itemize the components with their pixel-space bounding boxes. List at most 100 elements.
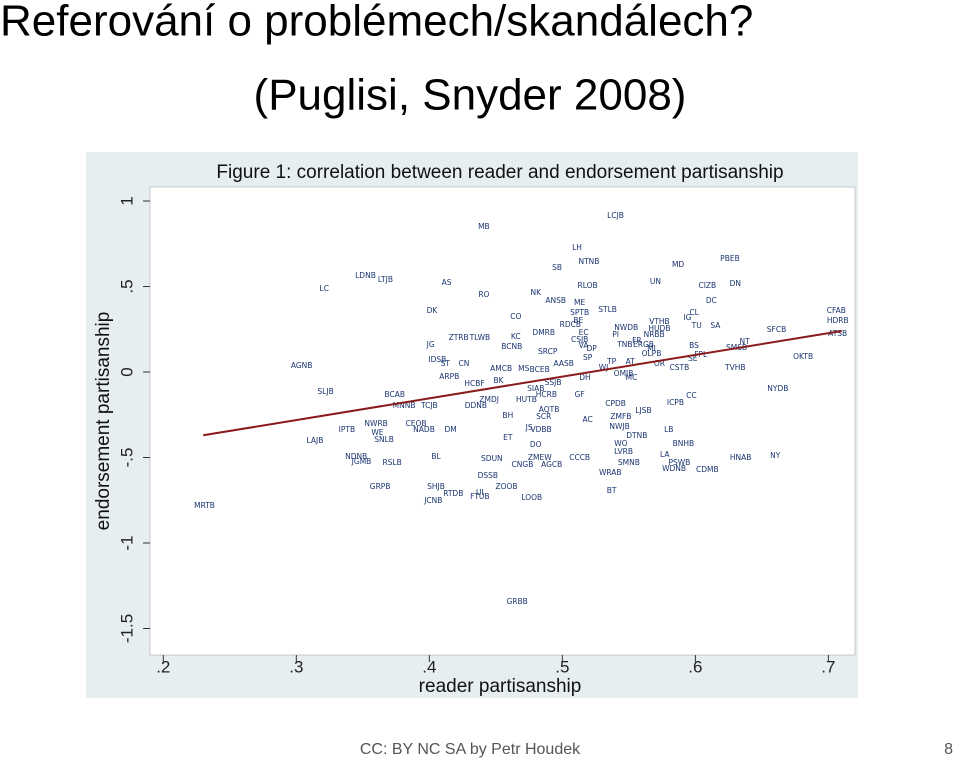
y-tick-label: -1: [117, 535, 136, 550]
point-label: JS: [525, 423, 533, 432]
chart-title: Figure 1: correlation between reader and…: [216, 162, 783, 183]
point-label: LVRB: [614, 447, 633, 456]
point-label: ZMEW: [528, 453, 552, 462]
point-label: RSLB: [382, 458, 401, 467]
point-label: NRBB: [644, 330, 665, 339]
point-label: ZMFB: [610, 412, 631, 421]
point-label: NT: [739, 337, 750, 346]
point-label: HDRB: [827, 316, 849, 325]
point-label: AGNB: [291, 361, 313, 370]
point-label: DH: [579, 373, 590, 382]
point-label: CCCB: [569, 453, 590, 462]
point-label: LC: [320, 284, 329, 293]
point-label: GRPB: [370, 482, 391, 491]
point-label: AC: [583, 415, 593, 424]
point-label: WDNB: [662, 464, 686, 473]
point-label: HCRB: [536, 390, 557, 399]
point-label: ME: [574, 298, 585, 307]
point-label: NADB: [413, 425, 435, 434]
y-axis-title: endorsement partisanship: [93, 312, 114, 531]
point-label: PI: [612, 330, 619, 339]
point-label: MRTB: [194, 501, 215, 510]
point-label: ANSB: [545, 296, 566, 305]
point-label: DTNB: [626, 431, 647, 440]
point-label: DK: [427, 306, 439, 315]
point-label: OKTB: [793, 352, 813, 361]
point-label: SDUN: [481, 454, 503, 463]
point-label: AS: [442, 278, 452, 287]
point-label: DN: [730, 279, 741, 288]
point-label: LTJB: [378, 275, 393, 284]
point-label: SP: [583, 353, 593, 362]
point-label: NK: [530, 288, 542, 297]
point-label: BCEB: [530, 365, 550, 374]
slide-subtitle: (Puglisi, Snyder 2008): [254, 71, 687, 120]
footer: CC: BY NC SA by Petr Houdek: [360, 741, 581, 758]
point-label: MS: [518, 364, 529, 373]
y-tick-label: -1.5: [117, 614, 136, 643]
point-label: IPTB: [339, 425, 355, 434]
point-label: PBEB: [720, 254, 740, 263]
point-label: BNHB: [673, 439, 695, 448]
point-label: TP: [606, 357, 617, 366]
point-label: HUDB: [648, 324, 670, 333]
y-tick-label: -.5: [117, 448, 136, 468]
point-label: NWDB: [614, 323, 638, 332]
x-tick-label: .5: [555, 657, 569, 676]
point-label: BS: [689, 341, 699, 350]
point-label: IG: [683, 313, 691, 322]
point-label: WE: [371, 428, 383, 437]
point-label: ICPB: [667, 398, 684, 407]
point-label: JG: [426, 340, 435, 349]
point-label: HUTB: [516, 395, 537, 404]
x-tick-label: .4: [422, 657, 436, 676]
point-label: GF: [575, 390, 585, 399]
point-label: SRCP: [538, 347, 558, 356]
point-label: AT: [626, 357, 636, 366]
point-label: TVHB: [724, 363, 746, 372]
x-tick-label: .3: [289, 657, 303, 676]
point-label: SMNB: [618, 458, 640, 467]
slide-title: Referování o problémech/skandálech?: [0, 0, 753, 46]
point-label: AQTB: [539, 405, 560, 414]
point-label: DSSB: [478, 471, 498, 480]
y-tick-label: 0: [117, 367, 136, 376]
point-label: SB: [552, 263, 562, 272]
point-label: ST: [441, 359, 451, 368]
point-label: NWJB: [609, 422, 629, 431]
point-label: CIZB: [698, 281, 716, 290]
fit-line: [203, 329, 842, 437]
point-label: VA: [579, 341, 590, 350]
point-label: NY: [770, 451, 781, 460]
point-label: SIAB: [527, 384, 544, 393]
point-label: MNNB: [393, 401, 416, 410]
point-label: GRBB: [506, 597, 527, 606]
point-label: LA: [660, 450, 670, 459]
point-label: RLOB: [578, 281, 598, 290]
point-label: KC: [511, 332, 521, 341]
point-label: FTUB: [470, 492, 489, 501]
point-label: AGCB: [541, 460, 562, 469]
point-label: CEOB: [406, 419, 427, 428]
point-label: ERGB: [633, 340, 654, 349]
point-label: LOOB: [521, 493, 542, 502]
point-label: ARPB: [439, 372, 459, 381]
x-axis-title: reader partisanship: [419, 676, 582, 697]
point-label: WJ: [599, 363, 609, 372]
point-label: LCJB: [607, 211, 624, 220]
point-label: DC: [706, 296, 717, 305]
point-label: DO: [530, 440, 542, 449]
point-label: TNB: [616, 340, 632, 349]
point-label: SNLB: [374, 435, 394, 444]
point-label: DP: [586, 344, 597, 353]
point-label: NYDB: [767, 384, 788, 393]
point-label: LAJB: [307, 436, 324, 445]
point-label: CC: [686, 391, 696, 400]
point-label: JCNB: [423, 496, 442, 505]
page-number: 8: [944, 741, 953, 758]
point-label: SCR: [536, 412, 551, 421]
point-label: BCAB: [384, 390, 405, 399]
point-label: EC: [579, 328, 589, 337]
point-label: CNGB: [512, 460, 534, 469]
